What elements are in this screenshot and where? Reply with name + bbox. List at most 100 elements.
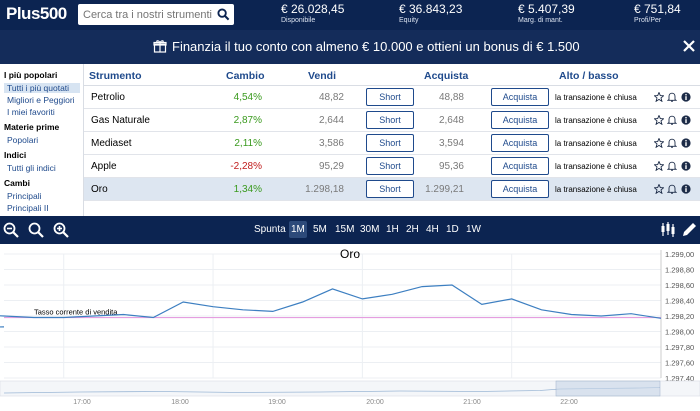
star-icon[interactable] [654,161,664,171]
short-button[interactable]: Short [366,111,414,129]
short-button[interactable]: Short [366,180,414,198]
promo-banner: Finanzia il tuo conto con almeno € 10.00… [0,30,700,64]
y-tick-label: 1.298,60 [665,281,694,290]
period-5m[interactable]: 5M [313,224,327,235]
table-row[interactable]: Oro 1,34% 1.298,18 Short 1.299,21 Acquista la … [84,178,700,201]
bell-icon[interactable] [667,138,677,148]
price-series-line [0,284,662,328]
short-button[interactable]: Short [366,157,414,175]
star-icon[interactable] [654,138,664,148]
info-icon[interactable] [681,161,691,171]
status-text: la transazione è chiusa [555,185,637,194]
price-chart-svg[interactable]: 1.299,00 1.298,80 1.298,60 1.298,40 1.298,20… [0,244,700,406]
metric-value: € 5.407,39 [518,2,575,16]
zoom-reset-icon[interactable] [28,222,44,238]
bell-icon[interactable] [667,92,677,102]
sidebar-item-tutti-quotati[interactable]: Tutti i più quotati [4,83,80,93]
period-2h[interactable]: 2H [406,224,419,235]
period-15m[interactable]: 15M [335,224,355,235]
instrument-name: Gas Naturale [91,115,150,126]
y-tick-label: 1.299,00 [665,250,694,259]
metric-label: Profi/Per [634,17,662,24]
buy-price: 95,36 [438,161,464,172]
period-1m[interactable]: 1M [289,221,307,238]
metric-equity: € 36.843,23 Equity [399,3,462,25]
bell-icon[interactable] [667,115,677,125]
star-icon[interactable] [654,92,664,102]
buy-button[interactable]: Acquista [491,111,549,129]
short-button[interactable]: Short [366,88,414,106]
sidebar-item-principali[interactable]: Principali [7,191,42,201]
star-icon[interactable] [654,184,664,194]
buy-button[interactable]: Acquista [491,157,549,175]
col-acquista[interactable]: Acquista [424,70,469,82]
indicators-icon[interactable] [660,221,676,238]
change-value: -2,28% [230,161,262,172]
star-icon[interactable] [654,115,664,125]
instruments-table-header: Strumento Cambio Vendi Acquista Alto / b… [84,64,700,86]
sidebar-item-popolari[interactable]: Popolari [7,135,39,145]
buy-button[interactable]: Acquista [491,88,549,106]
period-1d[interactable]: 1D [446,224,459,235]
price-chart: 1.299,00 1.298,80 1.298,60 1.298,40 1.298,20… [0,244,700,406]
info-icon[interactable] [681,138,691,148]
y-tick-label: 1.297,40 [665,374,694,383]
zoom-out-icon[interactable] [3,222,19,238]
buy-button[interactable]: Acquista [491,134,549,152]
col-cambio[interactable]: Cambio [226,70,265,82]
sidebar-group-title: I più popolari [4,70,58,80]
info-icon[interactable] [681,92,691,102]
y-tick-label: 1.298,00 [665,328,694,337]
metric-value: € 751,84 [634,2,681,16]
buy-price: 2,648 [438,115,464,126]
table-row[interactable]: Petrolio 4,54% 48,82 Short 48,88 Acquista la t… [84,86,700,109]
close-icon[interactable] [683,40,695,52]
navigator-tick-label: 17:00 [73,399,91,406]
spunta-label[interactable]: Spunta [254,224,286,235]
bell-icon[interactable] [667,184,677,194]
navigator-tick-label: 19:00 [268,399,286,406]
col-alto-basso[interactable]: Alto / basso [559,70,619,82]
metric-label: Disponibile [281,17,316,24]
change-value: 4,54% [233,92,262,103]
col-vendi[interactable]: Vendi [308,70,337,82]
table-row[interactable]: Apple -2,28% 95,29 Short 95,36 Acquista la tra… [84,155,700,178]
info-icon[interactable] [681,184,691,194]
navigator-tick-label: 20:00 [366,399,384,406]
zoom-in-icon[interactable] [53,222,69,238]
search-icon[interactable] [217,8,230,21]
draw-pencil-icon[interactable] [681,221,697,238]
instrument-name: Apple [91,161,117,172]
sidebar-item-favoriti[interactable]: I miei favoriti [7,107,55,117]
period-1h[interactable]: 1H [386,224,399,235]
sidebar-item-principali-ii[interactable]: Principali II [7,203,49,213]
sidebar-group-title: Cambi [4,178,30,188]
navigator-tick-label: 22:00 [560,399,578,406]
metric-value: € 36.843,23 [399,2,463,16]
period-4h[interactable]: 4H [426,224,439,235]
metric-profitti: € 751,84 Profi/Per [634,3,681,25]
sidebar-group-title: Materie prime [4,122,60,132]
status-text: la transazione è chiusa [555,139,637,148]
sidebar-item-migliori-peggiori[interactable]: Migliori e Peggiori [7,95,75,105]
period-30m[interactable]: 30M [360,224,380,235]
y-tick-label: 1.298,80 [665,266,694,275]
short-button[interactable]: Short [366,134,414,152]
bell-icon[interactable] [667,161,677,171]
table-row[interactable]: Mediaset 2,11% 3,586 Short 3,594 Acquista la t… [84,132,700,155]
search-input[interactable] [78,4,214,25]
chart-title: Oro [340,247,360,261]
instrument-name: Petrolio [91,92,125,103]
metric-value: € 26.028,45 [281,2,345,16]
period-1w[interactable]: 1W [466,224,481,235]
col-strumento[interactable]: Strumento [89,70,142,82]
table-row[interactable]: Gas Naturale 2,87% 2,644 Short 2,648 Acquista… [84,109,700,132]
buy-button[interactable]: Acquista [491,180,549,198]
instrument-name: Oro [91,184,108,195]
change-value: 1,34% [233,184,262,195]
change-value: 2,11% [234,138,262,149]
sidebar-item-tutti-indici[interactable]: Tutti gli indici [7,163,56,173]
search-box [78,4,234,25]
plus500-logo[interactable]: Plus500 [6,4,74,26]
info-icon[interactable] [681,115,691,125]
